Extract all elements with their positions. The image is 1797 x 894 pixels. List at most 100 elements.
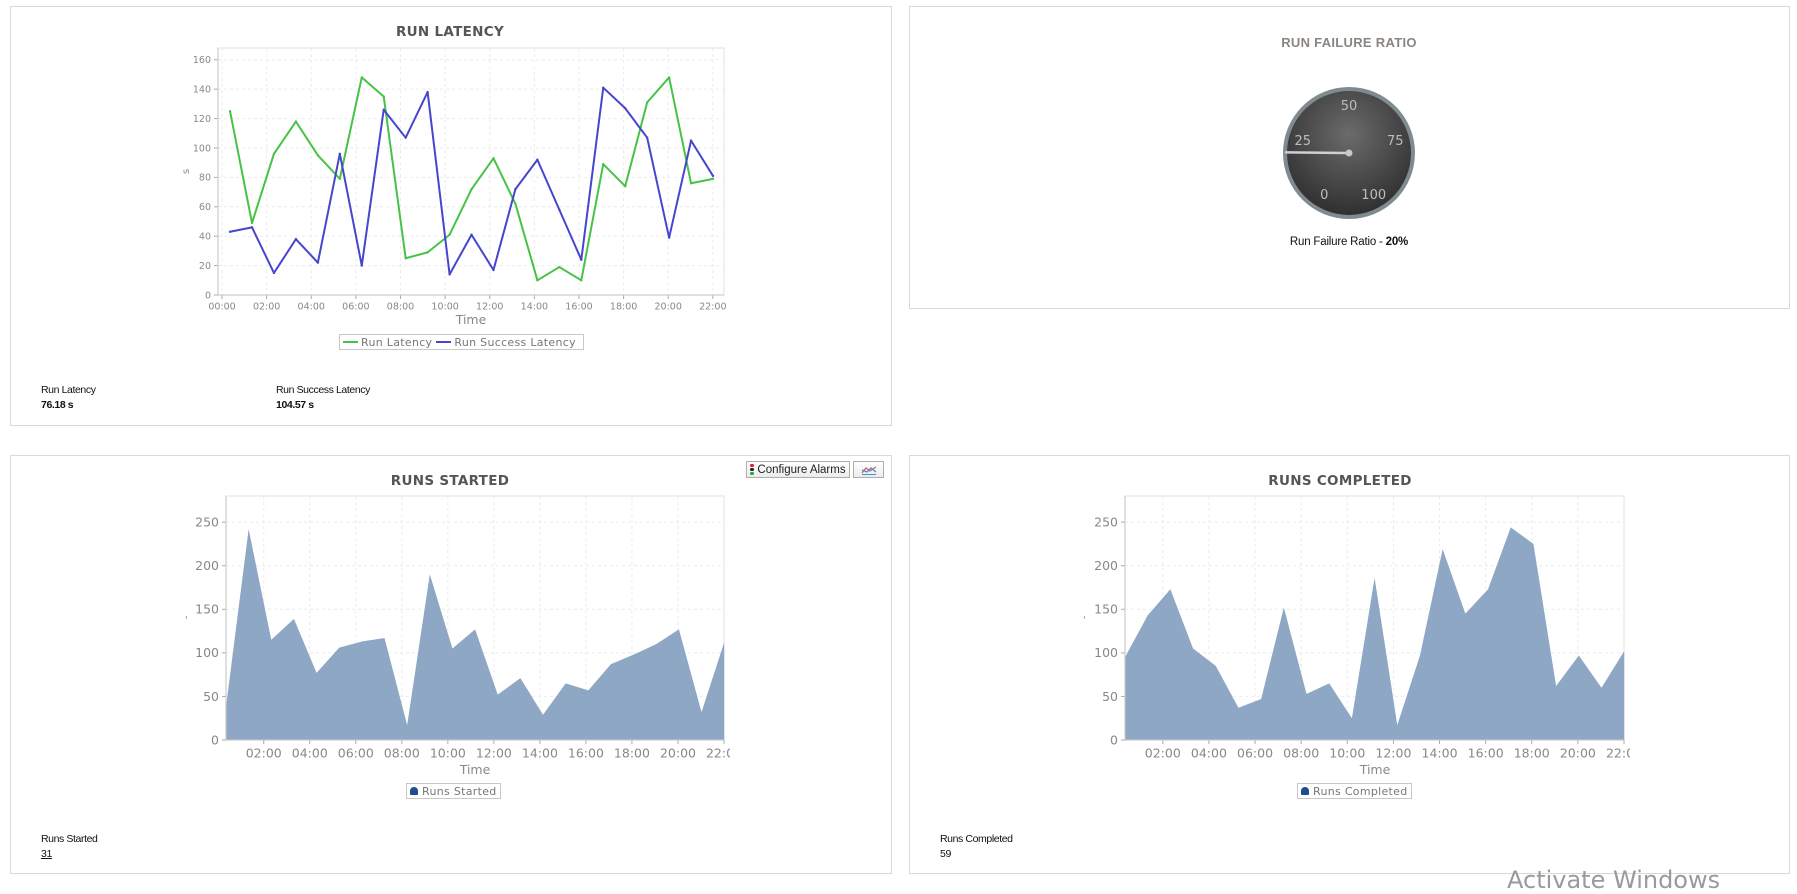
x-tick-label: 14:00 <box>1422 746 1458 761</box>
y-tick-label: 0 <box>211 732 219 747</box>
traffic-light-icon <box>750 464 755 475</box>
gauge-tick-label: 0 <box>1320 188 1328 203</box>
data-point <box>426 90 429 94</box>
gauge-needle <box>1284 151 1351 155</box>
data-point <box>645 101 649 104</box>
data-point <box>514 187 517 191</box>
x-tick-label: 16:00 <box>1468 746 1504 761</box>
data-point <box>448 233 451 236</box>
data-point <box>316 261 320 264</box>
chart-lines-icon <box>860 465 876 475</box>
x-tick-label: 14:00 <box>522 746 558 761</box>
started-x-axis-title: Time <box>459 762 491 777</box>
stat-run-success-latency: Run Success Latency 104.57 s <box>276 384 370 411</box>
configure-alarms-button[interactable]: Configure Alarms <box>746 461 850 478</box>
data-point <box>294 237 298 241</box>
area-series-runs-started <box>226 529 725 740</box>
green-line-swatch-icon <box>343 341 358 343</box>
data-point <box>689 182 693 185</box>
legend-item-run-success-latency[interactable]: Run Success Latency <box>436 336 576 349</box>
data-point <box>448 273 451 276</box>
data-point <box>667 236 671 239</box>
data-point <box>470 233 473 236</box>
x-tick-label: 20:00 <box>655 302 682 313</box>
gauge-tick-label: 50 <box>1341 99 1358 114</box>
data-point <box>492 268 495 272</box>
x-tick-label: 12:00 <box>1375 746 1411 761</box>
gauge-tick-label: 100 <box>1361 188 1386 203</box>
data-point <box>470 187 473 191</box>
data-point <box>514 202 517 206</box>
area-swatch-icon <box>1301 787 1309 795</box>
area-swatch-icon <box>410 787 418 795</box>
latency-chart: 0 20 40 60 80 100 120 140 160 00:00 02:00 04:00 06:0… <box>193 47 727 313</box>
runs-completed-panel <box>909 455 1790 874</box>
data-point <box>382 95 385 98</box>
y-tick-label: 140 <box>193 84 211 95</box>
x-tick-label: 00:00 <box>208 302 235 313</box>
runs-started-legend[interactable]: Runs Started <box>406 783 501 799</box>
data-point <box>580 279 583 282</box>
y-tick-label: 200 <box>195 558 219 573</box>
x-axis-ticks: 02:00 04:00 06:00 08:00 10:00 12:00 14:00 16:00… <box>246 496 742 761</box>
data-point <box>228 230 232 233</box>
data-point <box>404 257 407 260</box>
data-point <box>360 76 363 79</box>
data-point <box>558 265 561 269</box>
started-y-axis-title: - <box>181 615 193 620</box>
line-series-run-success-latency <box>229 86 714 276</box>
gauge-needle-hub <box>1345 149 1353 157</box>
line-series-run-latency <box>229 76 714 282</box>
data-point <box>250 226 254 229</box>
y-tick-label: 0 <box>205 290 211 301</box>
data-point <box>316 154 320 157</box>
y-tick-label: 0 <box>1110 732 1118 747</box>
y-tick-label: 100 <box>1094 645 1118 660</box>
x-tick-label: 04:00 <box>298 302 325 313</box>
run-latency-title: RUN LATENCY <box>395 24 505 40</box>
data-point <box>624 185 627 188</box>
stat-runs-started: Runs Started 31 <box>41 833 98 860</box>
runs-started-count-link[interactable]: 31 <box>41 848 52 860</box>
data-point <box>711 177 715 181</box>
legend-item-run-latency[interactable]: Run Latency <box>343 336 432 349</box>
x-tick-label: 02:00 <box>246 746 282 761</box>
blue-line-swatch-icon <box>436 341 452 343</box>
x-axis-ticks: 00:00 02:00 04:00 06:00 08:00 10:00 12:00 14:00… <box>208 48 727 313</box>
latency-x-axis-title: Time <box>455 312 487 327</box>
y-tick-label: 20 <box>199 261 211 272</box>
y-tick-label: 250 <box>1094 515 1118 530</box>
latency-y-axis-title: s <box>181 168 193 175</box>
data-point <box>602 86 605 89</box>
x-tick-label: 16:00 <box>565 302 592 313</box>
x-tick-label: 02:00 <box>253 302 280 313</box>
data-point <box>228 110 232 113</box>
y-tick-label: 120 <box>193 114 211 125</box>
data-point <box>404 136 407 139</box>
y-tick-label: 50 <box>203 689 219 704</box>
x-tick-label: 22:00 <box>699 302 726 313</box>
chart-options-button[interactable] <box>853 461 884 478</box>
runs-started-title: RUNS STARTED <box>390 473 510 489</box>
y-tick-label: 80 <box>199 173 211 184</box>
data-point <box>426 251 429 254</box>
x-tick-label: 18:00 <box>610 302 637 313</box>
runs-completed-legend[interactable]: Runs Completed <box>1297 783 1412 799</box>
data-point <box>382 108 385 111</box>
x-tick-label: 20:00 <box>660 746 696 761</box>
data-point <box>492 157 495 160</box>
x-tick-label: 22:00 <box>706 746 742 761</box>
x-tick-label: 08:00 <box>1283 746 1319 761</box>
x-tick-label: 10:00 <box>431 302 458 313</box>
completed-chart: 0 50 100 150 200 250 02:00 04:00 06:00 08:00 10:00… <box>1094 495 1630 761</box>
data-point <box>602 162 605 166</box>
data-point <box>711 174 715 178</box>
y-tick-label: 100 <box>195 645 219 660</box>
x-tick-label: 12:00 <box>476 746 512 761</box>
started-chart: 0 50 100 150 200 250 02:00 04:00 06:00 08:00 10:00… <box>195 495 742 761</box>
gauge-tick-label: 75 <box>1387 134 1404 149</box>
x-tick-label: 06:00 <box>342 302 369 313</box>
data-point <box>294 120 298 123</box>
latency-legend: Run Latency Run Success Latency <box>339 334 584 350</box>
